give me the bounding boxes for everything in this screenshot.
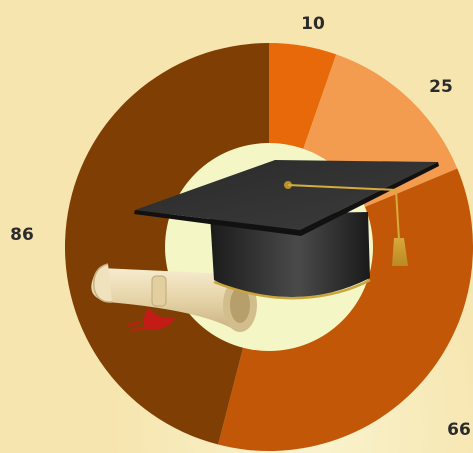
data-label-10: 10 <box>301 14 325 34</box>
diploma-scroll <box>91 263 257 332</box>
data-label-66: 66 <box>447 420 471 440</box>
data-label-86: 86 <box>10 225 34 245</box>
data-labels: 10 25 66 86 <box>10 14 471 440</box>
graduation-cap <box>134 160 439 300</box>
data-label-25: 25 <box>429 77 453 97</box>
graduation-cap-and-diploma-icon <box>91 160 439 332</box>
